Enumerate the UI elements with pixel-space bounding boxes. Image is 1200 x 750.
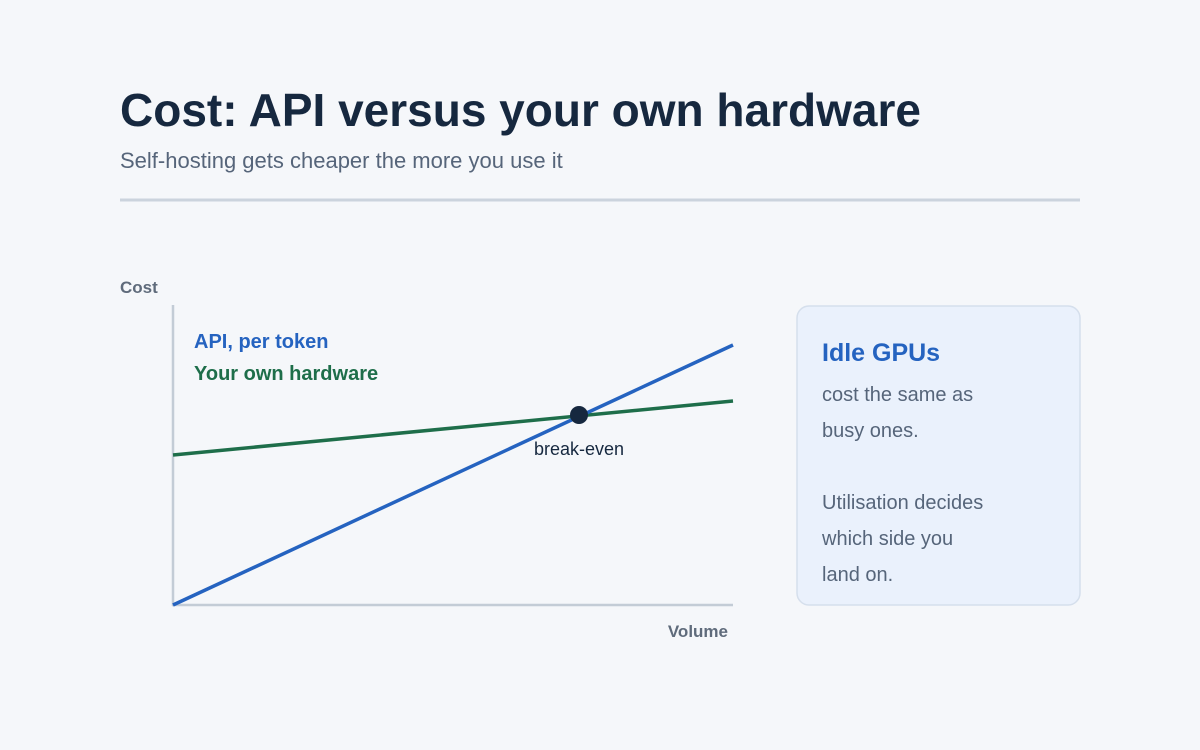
card-body: cost the same as busy ones. Utilisation de… [821, 384, 983, 586]
api-line [172, 343, 734, 607]
subtitle: Self-hosting gets cheaper the more you u… [120, 148, 563, 173]
x-axis-label: Volume [668, 622, 728, 641]
break-even-point [570, 406, 588, 424]
card-title: Idle GPUs [822, 339, 940, 367]
hardware-line [172, 399, 734, 457]
y-axis-label: Cost [120, 278, 158, 297]
title: Cost: API versus your own hardware [120, 84, 921, 136]
annotation: break-even [534, 439, 624, 459]
card-text: which side you [821, 528, 953, 550]
card-text: cost the same as [822, 384, 973, 406]
card-text: busy ones. [822, 420, 919, 442]
card-text: land on. [822, 564, 893, 586]
legend-entry: Your own hardware [194, 363, 378, 385]
legend-entry: API, per token [194, 331, 328, 353]
card [796, 305, 1081, 606]
card-text: Utilisation decides [822, 492, 983, 514]
